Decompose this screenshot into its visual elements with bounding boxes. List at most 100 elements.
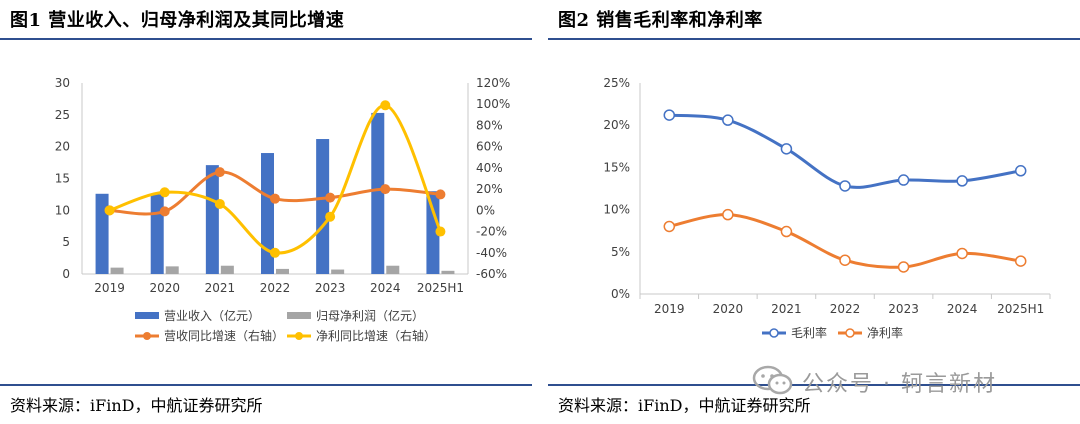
revenue-growth-point	[270, 193, 280, 204]
legend-marker	[845, 328, 855, 338]
watermark-text: 公众号 · 轲言新材	[802, 372, 997, 397]
figure-1-bottom-rule	[0, 384, 532, 386]
profit-bar	[441, 270, 455, 274]
gross-margin-point	[956, 175, 968, 187]
net-margin-point	[722, 208, 734, 221]
legend-marker	[769, 328, 779, 338]
legend-label: 净利率	[867, 325, 903, 340]
profit-growth-point	[435, 226, 446, 237]
x-tick-label: 2023	[888, 302, 919, 316]
margin-chart: 0% 5% 10% 15% 20% 25% 2019 2020 2021 2022 2023 2024…	[603, 76, 1051, 340]
figure-1-top-rule	[0, 38, 532, 40]
x-tick-label: 2019	[94, 281, 125, 295]
x-tick-label: 2021	[771, 302, 802, 316]
figure-2-panel: 图2 销售毛利率和净利率 0% 5% 10% 15% 20% 25% 2019 2020 202…	[548, 0, 1080, 424]
y-tick-label: 30	[55, 76, 70, 90]
x-tick-label: 2025H1	[417, 281, 464, 295]
revenue-bar	[316, 139, 330, 274]
net-margin-point	[663, 220, 676, 233]
profit-growth-point	[104, 205, 115, 216]
profit-growth-point	[214, 198, 225, 209]
net-margin-point	[956, 247, 968, 260]
legend-label: 营收同比增速（右轴）	[164, 328, 284, 343]
x-tick-label: 2024	[370, 281, 401, 295]
y2-tick-label: -20%	[476, 225, 507, 239]
y2-tick-label: 60%	[476, 140, 503, 154]
revenue-growth-point	[435, 189, 446, 200]
x-tick-label: 2024	[947, 302, 978, 316]
y-tick-label: 15%	[603, 160, 630, 174]
x-tick-label: 2020	[713, 302, 744, 316]
legend-swatch	[135, 312, 159, 319]
gross-margin-point	[780, 143, 793, 155]
y2-tick-label: -60%	[476, 267, 507, 281]
revenue-bar	[205, 165, 219, 274]
legend-label: 净利同比增速（右轴）	[316, 328, 436, 343]
net-margin-point	[897, 261, 910, 273]
y-tick-label: 10%	[603, 203, 630, 217]
revenue-profit-chart: 0 5 10 15 20 25 30 -60% -40% -20% 0% 20% 40% 60% 80% 10…	[55, 76, 511, 343]
revenue-growth-point	[159, 206, 170, 217]
legend-marker	[143, 332, 151, 340]
profit-bar	[110, 267, 124, 274]
revenue-growth-point	[214, 167, 225, 178]
y-tick-label: 25%	[603, 76, 630, 90]
gross-margin-point	[663, 109, 676, 121]
profit-bar	[276, 268, 289, 274]
y-tick-label: 5	[62, 235, 70, 249]
figure-2-source: 资料来源：iFinD，中航证券研究所	[558, 396, 811, 415]
watermark: 公众号 · 轲言新材	[752, 364, 1052, 398]
legend-label: 营业收入（亿元）	[164, 308, 260, 323]
y-tick-label: 20%	[603, 118, 630, 132]
gross-margin-point	[1014, 165, 1027, 177]
gross-margin-point	[839, 180, 851, 192]
gross-margin-point	[722, 114, 734, 126]
y-tick-label: 15	[55, 172, 70, 186]
figure-2-title: 图2 销售毛利率和净利率	[558, 10, 763, 31]
figure-1-title: 图1 营业收入、归母净利润及其同比增速	[10, 10, 345, 31]
y2-tick-label: 120%	[476, 76, 510, 90]
x-tick-label: 2020	[149, 281, 180, 295]
x-tick-label: 2022	[830, 302, 861, 316]
y2-tick-label: 100%	[476, 97, 510, 111]
gross-margin-line	[669, 113, 1021, 189]
y-tick-label: 10	[55, 203, 70, 217]
y2-tick-label: -40%	[476, 246, 507, 260]
gross-margin-point	[897, 174, 910, 186]
figure-1-panel: 图1 营业收入、归母净利润及其同比增速 0 5 10 15 20 25 30 -60% -40%…	[0, 0, 532, 424]
x-tick-label: 2022	[260, 281, 291, 295]
net-margin-point	[839, 254, 851, 266]
figure-1-source: 资料来源：iFinD，中航证券研究所	[10, 396, 263, 415]
profit-growth-point	[380, 100, 391, 111]
profit-growth-point	[159, 187, 170, 198]
revenue-bar	[371, 112, 385, 274]
net-margin-point	[780, 225, 793, 238]
revenue-bar	[95, 193, 109, 274]
y-tick-label: 5%	[611, 245, 630, 259]
revenue-bar	[261, 153, 274, 274]
legend-swatch	[287, 312, 311, 319]
x-tick-label: 2021	[205, 281, 236, 295]
y-tick-label: 0	[62, 267, 70, 281]
profit-growth-point	[270, 247, 280, 258]
profit-growth-line	[109, 103, 442, 255]
profit-growth-point	[325, 211, 336, 222]
profit-bar	[165, 266, 179, 274]
net-margin-point	[1014, 255, 1027, 267]
y2-tick-label: 40%	[476, 161, 503, 175]
revenue-bar	[426, 191, 440, 274]
figure-2-top-rule	[548, 38, 1080, 40]
revenue-growth-point	[380, 184, 391, 195]
y2-tick-label: 20%	[476, 182, 503, 196]
legend-label: 毛利率	[791, 325, 827, 340]
wechat-icon	[752, 365, 793, 395]
y2-tick-label: 80%	[476, 118, 503, 132]
y-tick-label: 25	[55, 108, 70, 122]
x-tick-label: 2025H1	[997, 302, 1044, 316]
y2-tick-label: 0%	[476, 203, 495, 217]
revenue-growth-point	[325, 192, 336, 203]
profit-bar	[331, 269, 345, 274]
y-tick-label: 20	[55, 140, 70, 154]
figure-2-bottom-rule	[548, 384, 1080, 386]
y-tick-label: 0%	[611, 287, 630, 301]
